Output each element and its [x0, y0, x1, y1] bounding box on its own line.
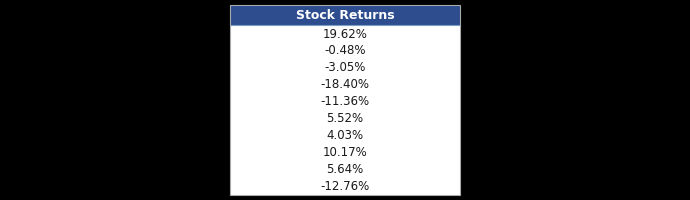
Text: -0.48%: -0.48%: [324, 44, 366, 57]
Bar: [230, 110, 460, 127]
Text: 5.52%: 5.52%: [326, 112, 364, 125]
Text: 5.64%: 5.64%: [326, 163, 364, 176]
Bar: [230, 76, 460, 93]
Text: -18.40%: -18.40%: [320, 78, 370, 91]
Bar: [230, 25, 460, 42]
Text: 4.03%: 4.03%: [326, 129, 364, 142]
Text: -12.76%: -12.76%: [320, 180, 370, 193]
Bar: [230, 5, 460, 25]
Bar: [230, 59, 460, 76]
Text: Stock Returns: Stock Returns: [296, 9, 394, 22]
Text: -3.05%: -3.05%: [324, 61, 366, 74]
Text: 19.62%: 19.62%: [322, 27, 368, 40]
Bar: [230, 144, 460, 161]
Bar: [230, 93, 460, 110]
Text: 10.17%: 10.17%: [323, 146, 367, 159]
Bar: [230, 42, 460, 59]
Bar: [230, 161, 460, 178]
Bar: [230, 127, 460, 144]
Bar: [230, 178, 460, 195]
Text: -11.36%: -11.36%: [320, 95, 370, 108]
Bar: [230, 5, 460, 195]
